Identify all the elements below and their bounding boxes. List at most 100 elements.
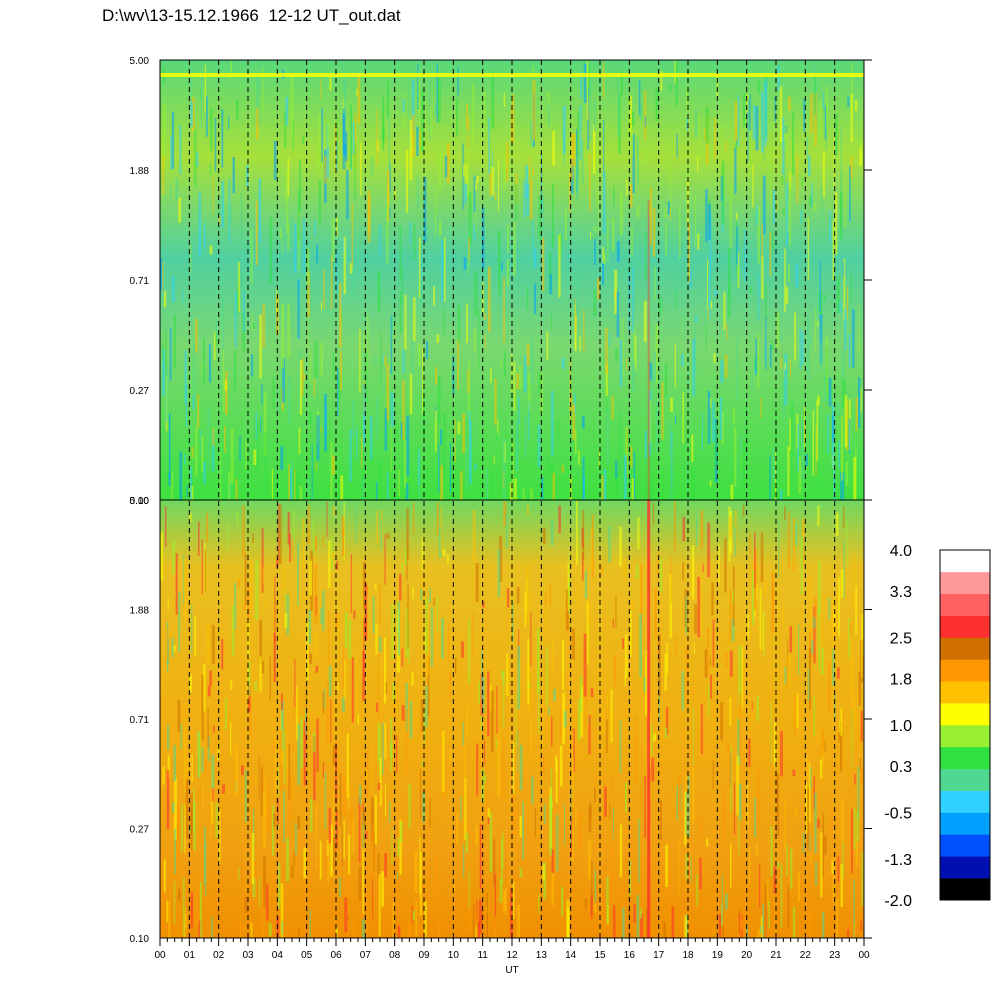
- texture-streak: [651, 757, 655, 782]
- texture-streak: [349, 429, 352, 482]
- texture-streak: [629, 95, 632, 135]
- x-tick-label: 10: [448, 950, 460, 961]
- texture-streak: [762, 175, 766, 235]
- texture-streak: [519, 744, 523, 791]
- texture-streak: [409, 701, 413, 739]
- texture-streak: [180, 723, 183, 750]
- texture-streak: [594, 787, 596, 803]
- texture-streak: [737, 453, 739, 486]
- texture-streak: [652, 208, 656, 257]
- texture-streak: [726, 323, 728, 340]
- x-tick-label: 17: [653, 950, 665, 961]
- texture-streak: [218, 216, 221, 225]
- texture-streak: [162, 260, 164, 292]
- texture-streak: [646, 218, 648, 253]
- texture-streak: [259, 314, 262, 379]
- texture-streak: [433, 286, 435, 306]
- texture-streak: [532, 168, 535, 176]
- texture-streak: [474, 180, 478, 191]
- texture-streak: [541, 195, 544, 231]
- texture-streak: [561, 465, 564, 473]
- texture-streak: [378, 636, 382, 652]
- texture-streak: [630, 446, 633, 468]
- texture-streak: [720, 360, 724, 383]
- texture-streak: [817, 730, 819, 745]
- texture-streak: [577, 155, 580, 191]
- texture-streak: [195, 425, 198, 477]
- texture-streak: [301, 358, 304, 396]
- texture-streak: [380, 658, 382, 687]
- texture-streak: [814, 93, 817, 146]
- texture-streak: [757, 205, 761, 264]
- texture-streak: [664, 653, 667, 691]
- texture-streak: [190, 793, 193, 836]
- texture-streak: [297, 279, 300, 339]
- texture-streak: [607, 218, 609, 262]
- texture-streak: [568, 173, 571, 213]
- texture-streak: [544, 591, 547, 607]
- texture-streak: [694, 196, 697, 247]
- texture-streak: [530, 488, 533, 500]
- texture-streak: [309, 350, 312, 384]
- texture-streak: [851, 808, 853, 874]
- texture-streak: [779, 489, 783, 500]
- texture-streak: [560, 709, 562, 739]
- texture-streak: [194, 616, 197, 657]
- texture-streak: [753, 609, 756, 618]
- texture-streak: [729, 184, 732, 249]
- texture-streak: [696, 874, 698, 907]
- texture-streak: [449, 443, 451, 493]
- texture-streak: [384, 682, 388, 694]
- texture-streak: [429, 79, 431, 140]
- texture-streak: [420, 257, 422, 294]
- texture-streak: [603, 469, 607, 500]
- texture-streak: [632, 134, 635, 194]
- texture-streak: [843, 541, 845, 599]
- texture-streak: [374, 795, 377, 845]
- texture-streak: [188, 512, 192, 522]
- texture-streak: [709, 212, 712, 276]
- panel-top-texture: [160, 60, 862, 500]
- texture-streak: [302, 518, 305, 570]
- texture-streak: [382, 722, 384, 775]
- texture-streak: [425, 686, 428, 727]
- texture-streak: [286, 729, 288, 783]
- texture-streak: [590, 895, 593, 919]
- texture-streak: [400, 822, 403, 843]
- texture-streak: [809, 575, 812, 633]
- texture-streak: [707, 259, 709, 310]
- texture-streak: [757, 334, 760, 389]
- texture-streak: [198, 192, 201, 256]
- texture-streak: [262, 567, 265, 586]
- x-tick-label: 08: [389, 950, 401, 961]
- texture-streak: [370, 415, 373, 460]
- texture-streak: [784, 141, 786, 200]
- texture-streak: [353, 610, 356, 619]
- texture-streak: [573, 728, 575, 773]
- texture-streak: [666, 642, 669, 675]
- texture-streak: [848, 418, 851, 454]
- texture-streak: [197, 732, 201, 777]
- texture-streak: [434, 410, 437, 452]
- texture-streak: [277, 389, 279, 415]
- texture-streak: [728, 248, 731, 293]
- texture-streak: [229, 481, 232, 498]
- texture-streak: [570, 133, 573, 181]
- texture-streak: [478, 308, 480, 369]
- texture-streak: [605, 327, 608, 375]
- texture-streak: [631, 478, 634, 500]
- texture-streak: [664, 727, 668, 739]
- texture-streak: [538, 284, 541, 294]
- texture-streak: [837, 401, 840, 416]
- texture-streak: [341, 697, 345, 713]
- texture-streak: [619, 824, 623, 878]
- texture-streak: [542, 237, 545, 292]
- texture-streak: [384, 533, 386, 585]
- texture-streak: [447, 554, 449, 565]
- texture-streak: [339, 773, 342, 826]
- texture-streak: [306, 621, 309, 681]
- texture-streak: [828, 597, 831, 621]
- texture-streak: [701, 413, 703, 451]
- texture-streak: [619, 720, 622, 773]
- texture-streak: [538, 195, 541, 241]
